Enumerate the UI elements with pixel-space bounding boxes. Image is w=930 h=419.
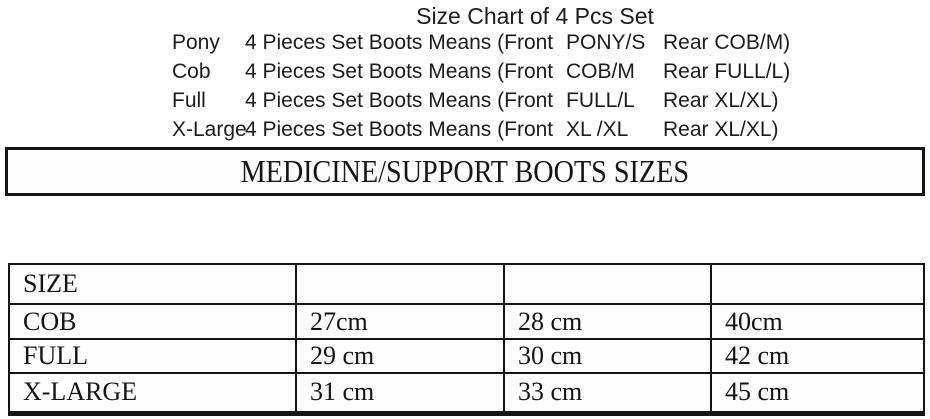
set-line-xlarge: X-Large 4 Pieces Set Boots Means (Front … [0,118,930,144]
size-table-cell: COB [8,303,297,340]
size-table-cell [295,263,505,305]
section-banner: MEDICINE/SUPPORT BOOTS SIZES [5,147,925,196]
size-table-cell: 42 cm [710,338,925,374]
set-size-name: X-Large [172,118,247,141]
size-table-cell: 33 cm [503,372,712,414]
front-boot-size: FULL/L [566,89,635,112]
size-table-row-cob: COB 27cm 28 cm 40cm [8,303,925,340]
size-table-cell [710,263,925,305]
set-line-cob: Cob 4 Pieces Set Boots Means (Front COB/… [0,60,930,86]
section-banner-label: MEDICINE/SUPPORT BOOTS SIZES [240,153,690,189]
set-line-full: Full 4 Pieces Set Boots Means (Front FUL… [0,89,930,115]
size-table-row-xlarge: X-LARGE 31 cm 33 cm 45 cm [8,372,925,414]
set-size-name: Cob [172,60,211,83]
front-boot-size: COB/M [566,60,635,83]
rear-boot-size: Rear XL/XL) [663,118,779,141]
size-table-cell: 45 cm [710,372,925,414]
size-table-cell [503,263,712,305]
size-table-cell: FULL [8,338,297,374]
rear-boot-size: Rear XL/XL) [663,89,779,112]
set-size-name: Full [172,89,206,112]
set-description: 4 Pieces Set Boots Means (Front [245,118,554,141]
size-table-cell: 40cm [710,303,925,340]
set-description: 4 Pieces Set Boots Means (Front [245,31,554,54]
size-table-cell: 28 cm [503,303,712,340]
set-line-pony: Pony 4 Pieces Set Boots Means (Front PON… [0,31,930,57]
size-table-cell: SIZE [8,263,297,305]
size-table: SIZE COB 27cm 28 cm 40cm FULL 29 cm 30 c… [8,263,925,416]
size-table-row-full: FULL 29 cm 30 cm 42 cm [8,338,925,374]
size-table-cell: 31 cm [295,372,505,414]
size-table-cell: 30 cm [503,338,712,374]
set-description: 4 Pieces Set Boots Means (Front [245,60,554,83]
set-description: 4 Pieces Set Boots Means (Front [245,89,554,112]
size-table-cell: 27cm [295,303,505,340]
page-title: Size Chart of 4 Pcs Set [416,3,654,29]
size-table-header-row: SIZE [8,263,925,305]
size-table-cell: X-LARGE [8,372,297,414]
front-boot-size: PONY/S [566,31,646,54]
front-boot-size: XL /XL [566,118,629,141]
set-size-name: Pony [172,31,220,54]
rear-boot-size: Rear COB/M) [663,31,791,54]
size-table-cell: 29 cm [295,338,505,374]
rear-boot-size: Rear FULL/L) [663,60,791,83]
